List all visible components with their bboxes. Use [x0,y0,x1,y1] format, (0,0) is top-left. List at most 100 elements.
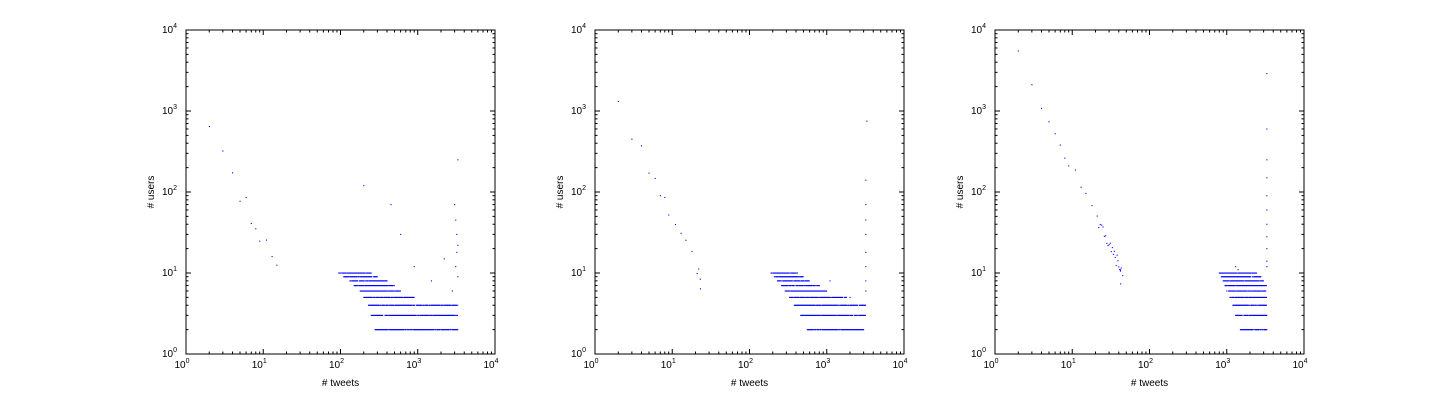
data-point [1113,250,1115,252]
data-point [1240,280,1242,282]
data-point [1255,272,1257,274]
data-point [418,314,420,316]
data-point [794,276,796,278]
data-point [1240,285,1242,287]
data-point [1245,276,1247,278]
data-point [431,304,434,306]
data-point [1235,280,1237,282]
data-point [1254,280,1256,282]
data-point [374,296,376,298]
data-point [828,329,831,331]
data-point [827,304,830,306]
data-point [1241,296,1243,298]
data-point [806,304,809,306]
data-point [792,280,794,282]
data-point [1224,280,1226,282]
data-point [783,272,785,274]
data-point [828,314,831,316]
data-point [775,272,778,274]
data-point [1236,285,1238,287]
data-point [445,329,447,331]
data-point [1243,285,1245,287]
data-point [1264,285,1266,287]
data-point [807,314,809,316]
data-point [1246,304,1248,306]
data-point [1252,296,1254,298]
data-point [445,304,447,306]
data-point [409,304,411,306]
data-point [855,329,857,331]
data-point [829,329,831,331]
data-point [1234,290,1236,292]
data-point [395,290,397,292]
data-point [853,304,855,306]
data-point [406,296,408,298]
data-point [355,272,357,274]
data-point [397,304,399,306]
data-point [375,285,377,287]
data-point [382,304,385,306]
data-point [1251,280,1253,282]
data-point [1230,290,1232,292]
data-point [1232,276,1234,278]
data-point [822,329,825,331]
data-point [455,329,457,331]
data-point [1249,290,1251,292]
data-point [353,276,356,278]
data-point [1236,296,1238,298]
data-point [865,179,867,181]
data-point [802,314,804,316]
data-point [823,290,825,292]
data-point [426,304,428,306]
data-point [845,304,847,306]
data-point [806,314,808,316]
data-point [1243,304,1245,306]
data-point [849,329,851,331]
data-point [374,314,376,316]
data-point [803,304,805,306]
data-point [796,276,798,278]
data-point [829,280,831,282]
data-point [1227,285,1229,287]
data-point [1241,304,1244,306]
data-point [1261,329,1264,331]
data-point [380,285,382,287]
data-point [833,314,835,316]
data-point [390,296,392,298]
data-point [861,329,863,331]
data-point [380,290,382,292]
data-point [1251,296,1253,298]
data-point [1264,296,1266,298]
data-point [350,276,353,278]
data-point [834,304,836,306]
data-point [1259,290,1261,292]
data-point [1257,276,1260,278]
data-point [794,290,796,292]
data-point [864,314,866,316]
data-point [414,314,416,316]
data-point [1266,314,1268,316]
data-point [1238,285,1240,287]
data-point [817,304,819,306]
data-point [406,304,408,306]
data-point [397,329,399,331]
y-tick-label: 100 [971,347,986,360]
data-point [385,329,387,331]
data-point [378,290,380,292]
data-point [838,314,840,316]
data-point [1224,272,1226,274]
data-point [366,285,368,287]
data-point [1250,314,1252,316]
data-point [1232,304,1234,306]
data-point [446,314,448,316]
data-point [785,276,787,278]
data-point [784,276,786,278]
data-point [824,329,826,331]
data-point [356,276,358,278]
data-point [1262,304,1264,306]
data-point [391,314,393,316]
data-point [447,314,449,316]
data-point [383,290,385,292]
data-point [367,290,369,292]
data-point [371,290,373,292]
